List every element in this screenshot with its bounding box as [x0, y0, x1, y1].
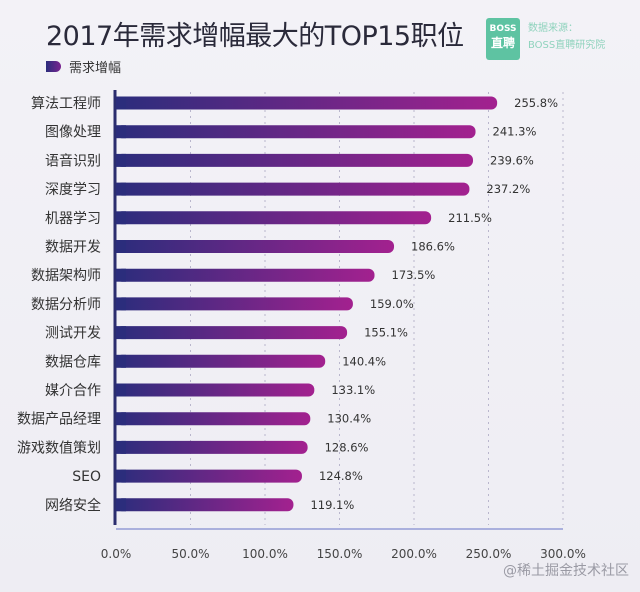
data-label: 255.8%	[514, 96, 558, 110]
data-label: 237.2%	[486, 182, 530, 196]
bar-base	[116, 469, 126, 483]
data-label: 140.4%	[342, 354, 386, 368]
data-label: 211.5%	[448, 211, 492, 225]
bar-base	[116, 153, 126, 167]
boss-logo: BOSS 直聘	[486, 18, 520, 60]
x-tick-label: 200.0%	[391, 547, 437, 561]
bar	[116, 211, 432, 225]
data-source: 数据来源： BOSS直聘研究院	[528, 20, 605, 54]
x-tick-label: 100.0%	[242, 547, 288, 561]
bar-base	[116, 354, 126, 368]
bar	[116, 383, 315, 397]
data-label: 155.1%	[364, 326, 408, 340]
data-label: 159.0%	[370, 297, 414, 311]
source-name: BOSS直聘研究院	[528, 40, 606, 51]
bar	[116, 326, 348, 340]
bar-base	[116, 498, 126, 512]
category-label: 深度学习	[45, 182, 101, 198]
bar-base	[116, 240, 126, 253]
bar-base	[116, 211, 126, 225]
category-label: 数据架构师	[31, 268, 101, 284]
bar	[116, 153, 474, 167]
category-label: 测试开发	[45, 326, 101, 342]
x-tick-label: 250.0%	[466, 547, 512, 561]
legend: 需求增幅	[46, 57, 121, 76]
bar	[116, 354, 326, 368]
logo-text-top: BOSS	[489, 24, 517, 34]
category-label: 算法工程师	[31, 96, 101, 112]
x-tick-label: 150.0%	[317, 547, 363, 561]
logo-text-bottom: 直聘	[490, 36, 515, 50]
bar	[116, 268, 375, 282]
data-label: 173.5%	[392, 268, 436, 282]
category-label: SEO	[72, 469, 101, 485]
bar-base	[116, 182, 126, 196]
bar	[116, 412, 311, 426]
data-label: 241.3%	[493, 125, 537, 139]
bar-base	[116, 326, 126, 340]
x-tick-label: 50.0%	[171, 547, 209, 561]
data-label: 239.6%	[490, 153, 534, 167]
legend-label: 需求增幅	[69, 61, 122, 76]
category-label: 数据仓库	[45, 354, 101, 370]
bar	[116, 96, 498, 110]
data-label: 128.6%	[325, 440, 369, 454]
category-label: 网络安全	[45, 497, 101, 514]
x-tick-label: 300.0%	[540, 547, 586, 561]
bar	[116, 440, 308, 454]
source-label: 数据来源：	[528, 23, 578, 34]
bar	[116, 182, 470, 196]
bar	[116, 125, 476, 139]
category-label: 数据产品经理	[17, 412, 101, 428]
bar-base	[116, 412, 126, 426]
category-label: 数据开发	[45, 240, 101, 256]
data-label: 130.4%	[327, 412, 371, 426]
category-label: 机器学习	[45, 211, 101, 227]
bar	[116, 297, 353, 311]
watermark: @稀土掘金技术社区	[503, 563, 629, 579]
data-label: 186.6%	[411, 240, 455, 254]
bar	[116, 240, 395, 253]
bar-base	[116, 125, 126, 139]
bar-base	[116, 297, 126, 311]
data-label: 119.1%	[310, 498, 354, 512]
category-label: 数据分析师	[31, 297, 101, 313]
category-label: 游戏数值策划	[17, 439, 101, 456]
category-label: 语音识别	[45, 152, 101, 169]
bar-base	[116, 383, 126, 397]
legend-swatch	[46, 61, 61, 72]
bar	[116, 498, 294, 512]
bar-base	[116, 440, 126, 454]
x-tick-label: 0.0%	[101, 547, 132, 561]
category-label: 媒介合作	[45, 383, 101, 399]
data-label: 133.1%	[331, 383, 375, 397]
bar	[116, 469, 302, 483]
data-label: 124.8%	[319, 469, 363, 483]
bar-base	[116, 268, 126, 282]
bar-base	[116, 96, 126, 110]
category-label: 图像处理	[45, 125, 101, 141]
chart-title: 2017年需求增幅最大的TOP15职位	[46, 21, 464, 52]
